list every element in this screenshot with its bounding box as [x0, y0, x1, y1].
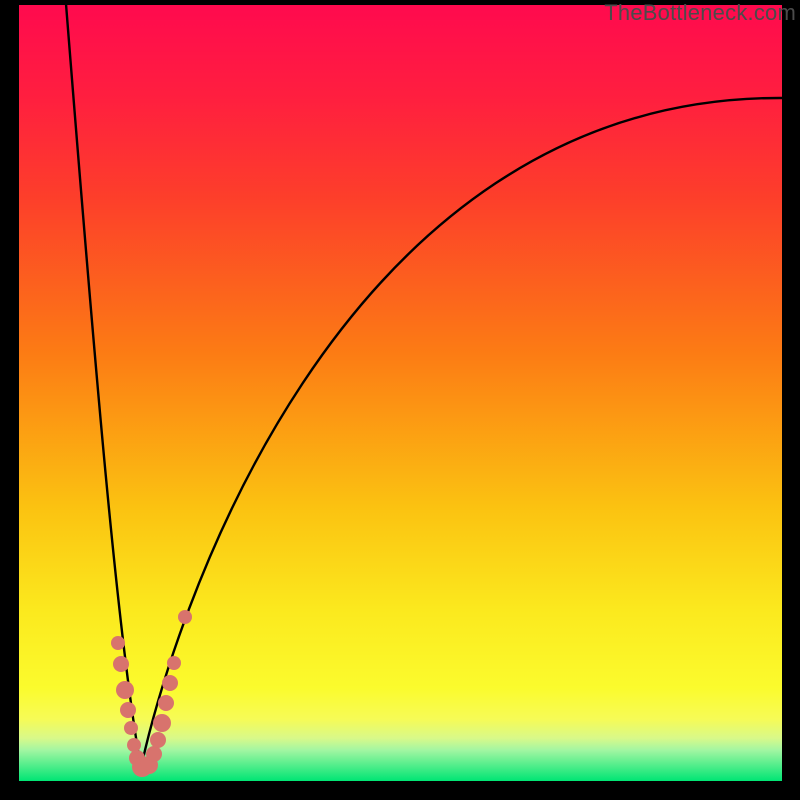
bottleneck-curve [66, 4, 783, 768]
chart-container: TheBottleneck.com [0, 0, 800, 800]
curve-layer [0, 0, 800, 800]
data-marker [162, 675, 178, 691]
data-marker [158, 695, 174, 711]
data-marker [127, 738, 141, 752]
data-marker [146, 746, 162, 762]
data-marker [120, 702, 136, 718]
data-marker [167, 656, 181, 670]
data-marker [153, 714, 171, 732]
data-marker [116, 681, 134, 699]
data-marker [150, 732, 166, 748]
data-marker [113, 656, 129, 672]
data-marker [111, 636, 125, 650]
data-marker [124, 721, 138, 735]
data-marker [178, 610, 192, 624]
attribution-label: TheBottleneck.com [604, 0, 796, 26]
